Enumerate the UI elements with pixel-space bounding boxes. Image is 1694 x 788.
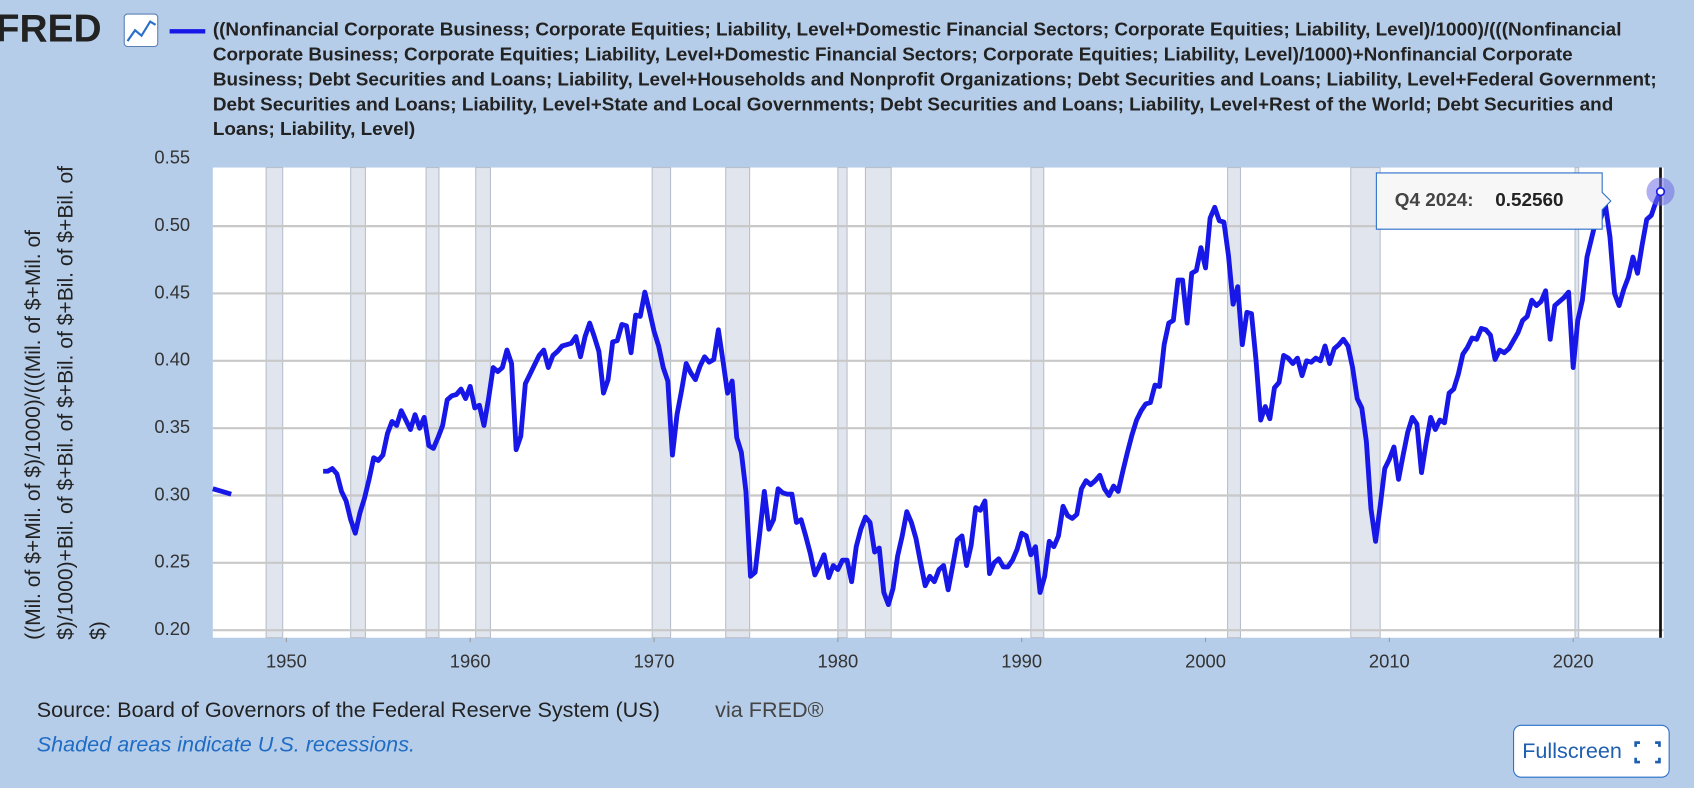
y-tick-label: 0.25 xyxy=(154,551,190,572)
recession-band xyxy=(837,167,848,639)
x-tick-label: 1950 xyxy=(266,650,307,671)
legend: ((Nonfinancial Corporate Business; Corpo… xyxy=(212,18,1657,140)
source-via: via FRED® xyxy=(715,697,823,722)
button-box[interactable] xyxy=(1513,724,1670,778)
note: Shaded areas indicate U.S. recessions. xyxy=(37,732,415,757)
recession-band xyxy=(350,167,366,639)
button-icon[interactable] xyxy=(1634,741,1661,764)
button-label[interactable]: Fullscreen xyxy=(1522,738,1622,763)
source: Source: Board of Governors of the Federa… xyxy=(37,697,660,722)
y-tick-label: 0.20 xyxy=(154,618,190,639)
plot-area xyxy=(212,167,1664,638)
grid-layer: 0.20 0.25 0.30 0.35 0.40 0.45 0.50 0.55 1950 1960… xyxy=(154,147,1664,671)
recession-band xyxy=(265,167,284,639)
y-tick-label: 0.50 xyxy=(154,214,190,235)
y-tick-label: 0.40 xyxy=(154,349,190,370)
x-tick-label: 1990 xyxy=(1001,650,1042,671)
tooltip-value: 0.52560 xyxy=(1495,190,1563,211)
recession-band xyxy=(725,167,751,639)
y-axis-title-box: ((Mil. of $+Mil. of $)/1000)/(((Mil. of … xyxy=(21,165,111,640)
tooltip-label: Q4 2024: xyxy=(1395,190,1474,211)
x-tick-label: 1960 xyxy=(450,650,491,671)
y-tick-label: 0.35 xyxy=(154,416,190,437)
x-tick-label: 2020 xyxy=(1553,650,1594,671)
x-tick-label: 1980 xyxy=(817,650,858,671)
recession-band xyxy=(1030,167,1045,639)
y-tick-label: 0.45 xyxy=(154,281,190,302)
tooltip-box xyxy=(1375,172,1612,230)
recession-band xyxy=(1574,167,1580,639)
overlay-layer: Q4 2024: 0.52560 xyxy=(1375,167,1675,638)
fullscreen-button[interactable]: Fullscreen xyxy=(1513,724,1670,778)
y-tick-label: 0.30 xyxy=(154,483,190,504)
logo-icon xyxy=(123,13,159,48)
recession-band xyxy=(1350,167,1381,639)
logo: FRED xyxy=(0,8,102,51)
x-tick-label: 1970 xyxy=(634,650,675,671)
legend-label: ((Nonfinancial Corporate Business; Corpo… xyxy=(212,18,1657,140)
recession-band xyxy=(425,167,440,639)
y-axis-title-group: ((Mil. of $+Mil. of $)/1000)/(((Mil. of … xyxy=(21,165,111,640)
hover-dot xyxy=(1655,187,1666,197)
x-tick-label: 2010 xyxy=(1369,650,1410,671)
recession-layer xyxy=(265,167,1580,639)
recession-band xyxy=(1227,167,1241,639)
series-line xyxy=(212,190,1663,608)
y-axis-title: ((Mil. of $+Mil. of $)/1000)/(((Mil. of … xyxy=(21,165,111,640)
line-layer xyxy=(212,190,1663,608)
y-tick-label: 0.55 xyxy=(154,147,190,168)
x-tick-label: 2000 xyxy=(1185,650,1226,671)
recession-band xyxy=(864,167,892,639)
